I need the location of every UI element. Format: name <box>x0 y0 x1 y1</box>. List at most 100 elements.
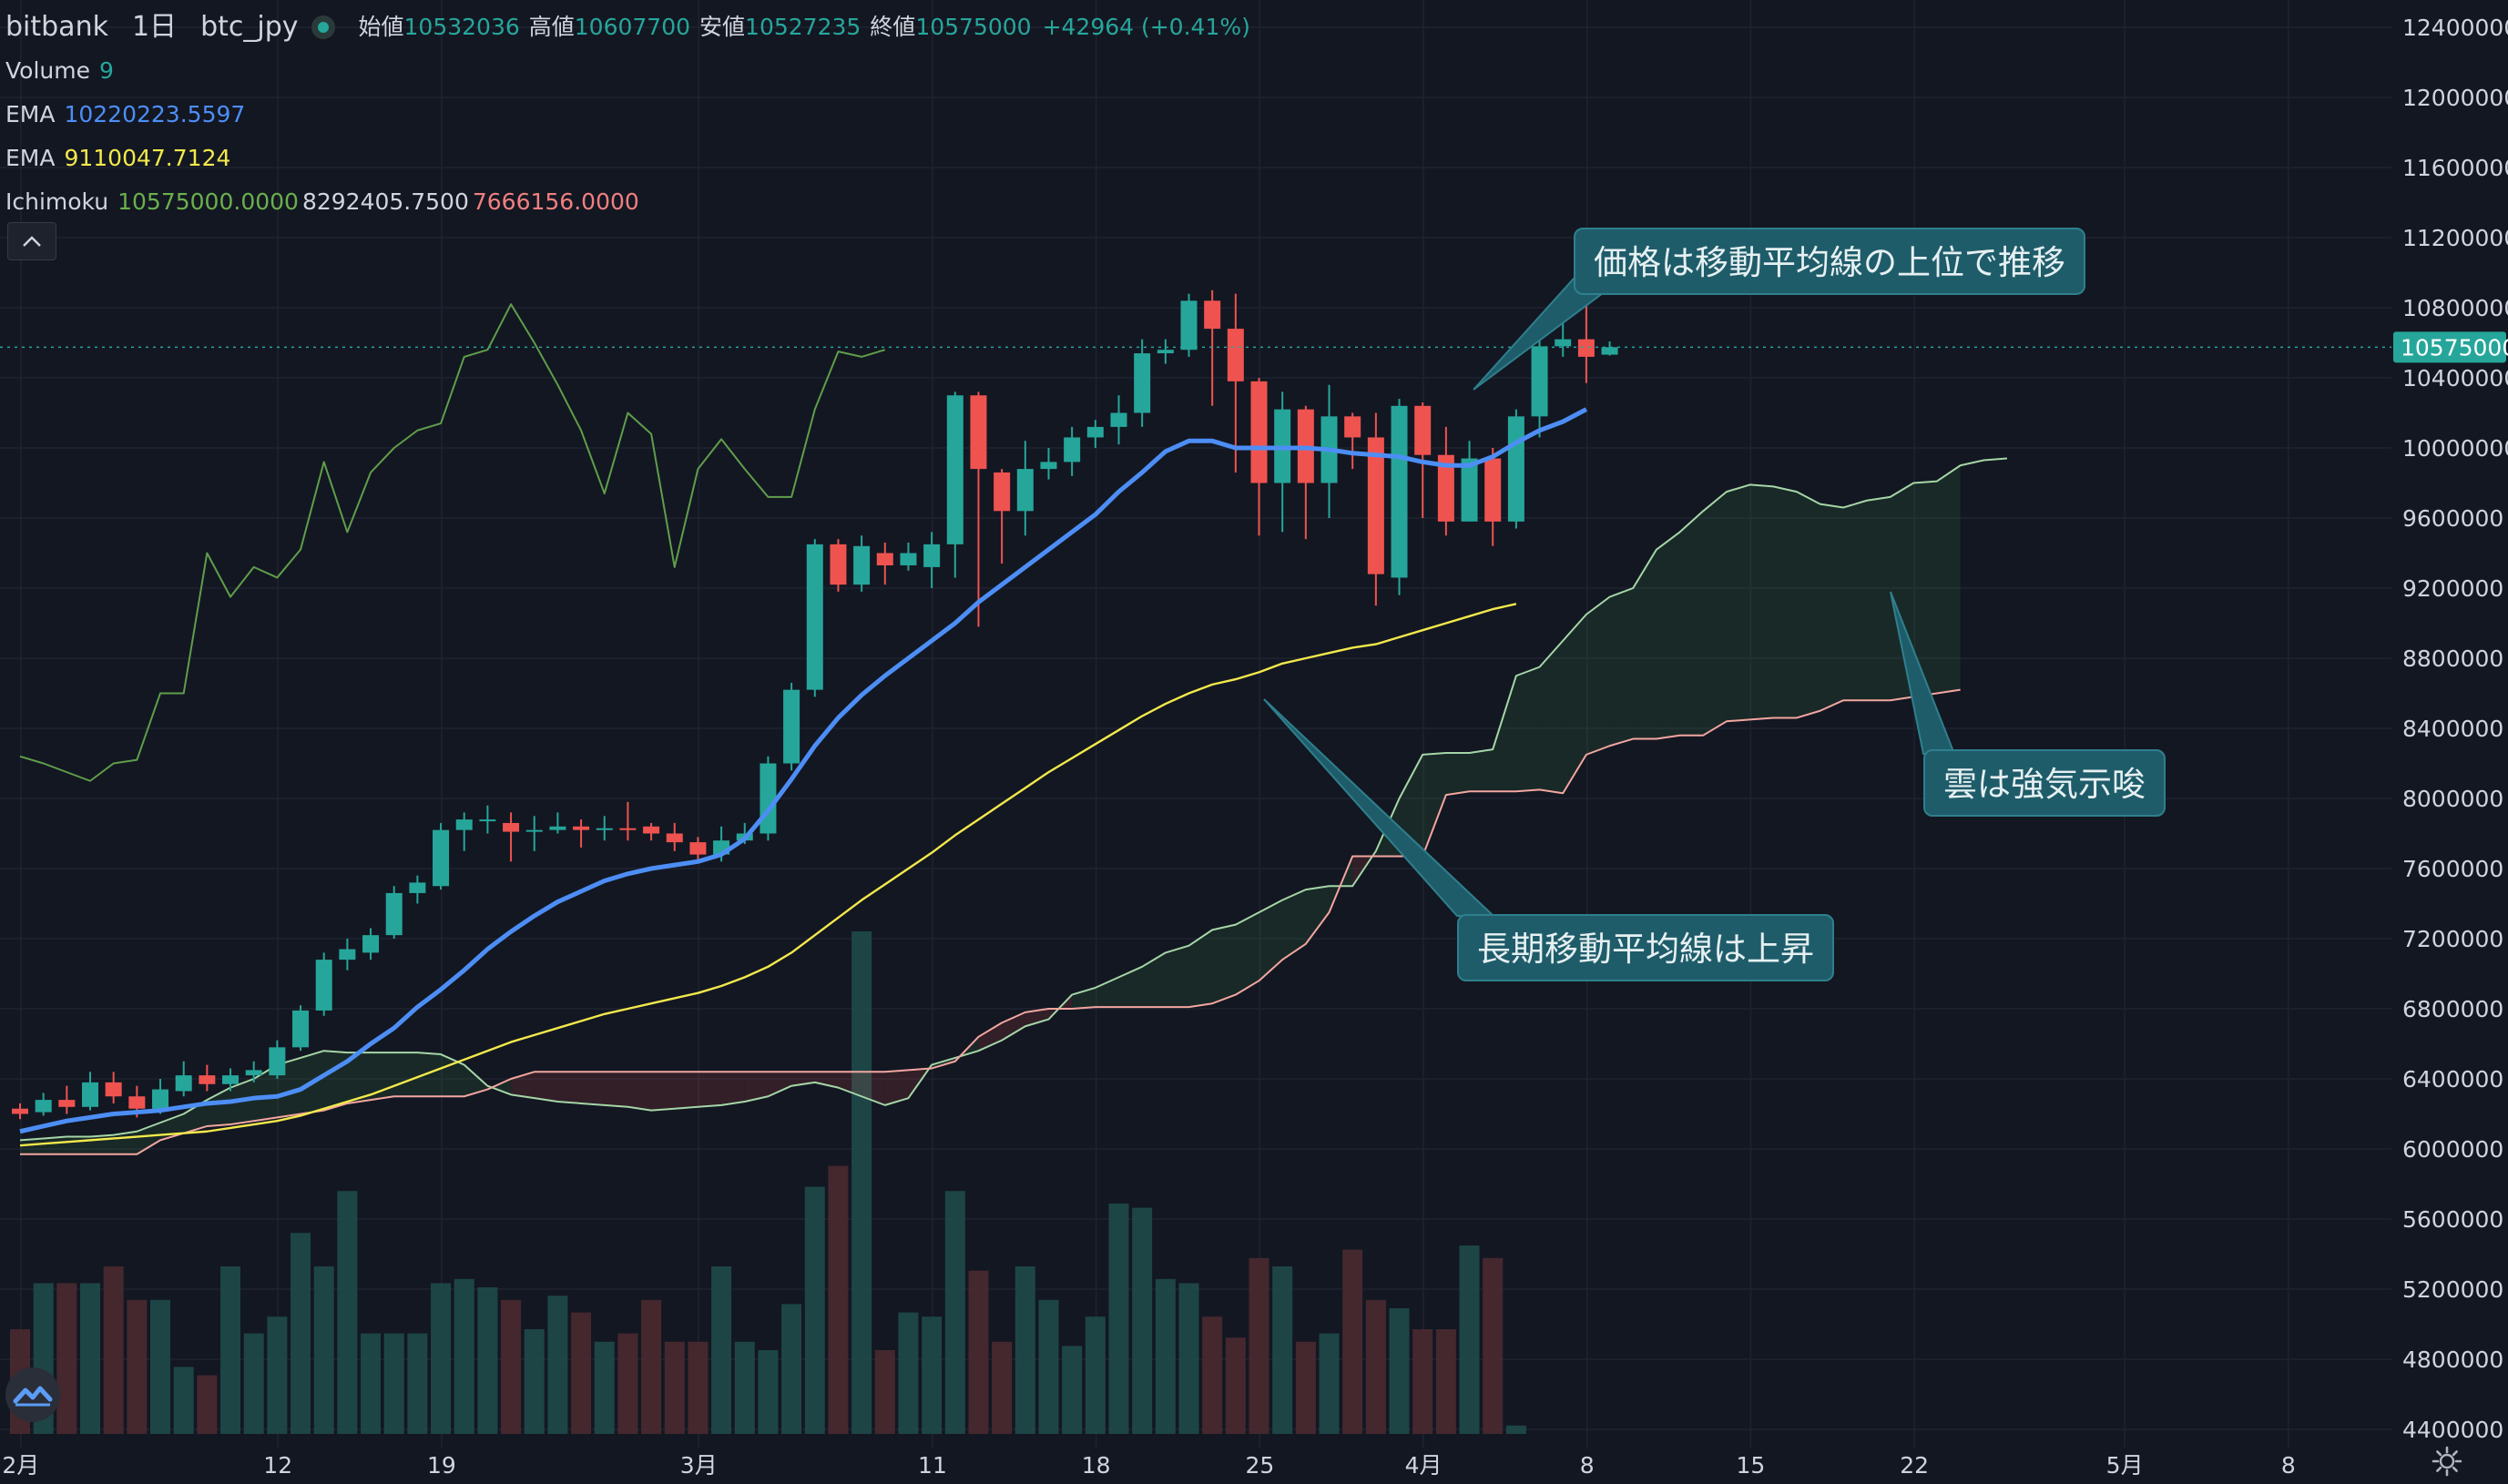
volume-bar <box>220 1266 241 1434</box>
candle <box>1110 395 1127 445</box>
candle-body <box>760 763 777 834</box>
indicator-row[interactable]: Volume 9 <box>5 49 1250 93</box>
volume-bar <box>688 1341 709 1434</box>
candle <box>760 756 777 841</box>
candle <box>806 539 823 697</box>
candle <box>643 822 660 841</box>
cloud-segment <box>1656 532 1680 739</box>
volume-bar <box>711 1266 732 1434</box>
volume-bar <box>758 1350 779 1434</box>
symbol-label[interactable]: btc_jpy <box>200 11 299 43</box>
time-tick-label: 8 <box>2281 1452 2296 1479</box>
price-tick-label: 6400000 <box>2402 1066 2503 1093</box>
price-tick-label: 10400000 <box>2402 365 2508 391</box>
candle <box>946 391 963 578</box>
last-price-label: 10575000 <box>2401 334 2508 361</box>
candle-body <box>1204 300 1221 330</box>
price-tick-label: 12000000 <box>2402 85 2508 111</box>
cloud-segment <box>1212 924 1236 1004</box>
volume-bar <box>127 1299 148 1434</box>
candle <box>1180 293 1198 357</box>
candle <box>1250 378 1268 536</box>
collapse-legend-button[interactable] <box>7 222 56 260</box>
volume-bar <box>1342 1249 1363 1434</box>
volume-bar <box>431 1283 452 1434</box>
candle <box>175 1061 192 1097</box>
candle <box>994 469 1011 564</box>
indicator-name: EMA <box>5 145 56 171</box>
candles <box>12 290 1618 1120</box>
tradingview-logo[interactable] <box>5 1367 60 1422</box>
volume-bar <box>1038 1299 1059 1434</box>
candle-body <box>433 829 450 887</box>
cloud-segment <box>651 1072 675 1111</box>
cloud-segment <box>511 1072 535 1099</box>
volume-bar <box>103 1266 124 1434</box>
candle-body <box>830 544 847 585</box>
indicator-row[interactable]: EMA 9110047.7124 <box>5 137 1250 180</box>
annotation-price-above-ma[interactable]: 価格は移動平均線の上位で推移 <box>1574 228 2085 295</box>
annotation-cloud-bullish[interactable]: 雲は強気示唆 <box>1923 749 2166 817</box>
price-tick-label: 11600000 <box>2402 155 2508 181</box>
volume-bar <box>944 1191 965 1434</box>
symbol-row: bitbank 1日 btc_jpy 始値10532036 高値10607700 安… <box>5 5 1250 49</box>
price-tick-label: 10000000 <box>2402 435 2508 462</box>
candle-body <box>525 829 543 832</box>
candle-body <box>12 1108 28 1114</box>
candle <box>152 1079 169 1114</box>
cloud-segment <box>1843 500 1867 701</box>
candle <box>105 1072 122 1103</box>
exchange-name[interactable]: bitbank <box>5 11 108 43</box>
cloud-segment <box>627 1072 652 1111</box>
volume-bar <box>1389 1308 1410 1434</box>
candle <box>1297 405 1314 540</box>
indicator-name: Ichimoku <box>5 188 109 215</box>
candle <box>269 1040 286 1079</box>
candle-body <box>1134 353 1151 413</box>
indicator-row[interactable]: Ichimoku 10575000.0000 8292405.7500 7666156… <box>5 180 1250 224</box>
price-change: +42964 (+0.41%) <box>1042 14 1250 40</box>
cloud-segment <box>253 1064 278 1122</box>
candle-body <box>923 544 941 567</box>
price-tick-label: 8400000 <box>2402 716 2503 742</box>
cloud-segment <box>1142 952 1166 1008</box>
candle-body <box>1555 339 1572 347</box>
ichimoku-span-a <box>19 457 2008 1142</box>
candle-body <box>82 1082 99 1107</box>
gear-icon[interactable] <box>2432 1446 2462 1477</box>
volume-bar <box>547 1296 568 1434</box>
volume-bar <box>291 1233 311 1434</box>
candle-body <box>409 882 426 893</box>
candle <box>1577 300 1595 383</box>
price-tick-label: 5600000 <box>2402 1206 2503 1233</box>
callout-pointer-ma <box>1263 698 1496 917</box>
cloud-segment <box>1445 752 1470 796</box>
volume-bar <box>337 1191 358 1434</box>
candle-body <box>1437 454 1454 522</box>
candle <box>433 822 450 890</box>
candle-body <box>152 1089 169 1109</box>
volume-bar <box>617 1333 638 1434</box>
cloud-segment <box>183 1100 208 1133</box>
cloud-segment <box>1703 492 1727 736</box>
volume-bar <box>641 1299 662 1434</box>
candle <box>830 539 847 592</box>
volume-bar <box>1412 1329 1433 1434</box>
volume-bar <box>1225 1337 1246 1434</box>
volume-bar <box>1365 1299 1386 1434</box>
ichimoku-lagging-line <box>19 303 886 782</box>
volume-bar <box>1155 1278 1176 1434</box>
cloud-segment <box>417 1052 442 1097</box>
candle <box>1367 412 1384 606</box>
candle <box>1391 399 1408 595</box>
interval-label[interactable]: 1日 <box>131 11 178 43</box>
candle <box>385 886 403 939</box>
cloud-segment <box>1796 492 1820 718</box>
cloud-segment <box>1188 930 1213 1008</box>
cloud-segment <box>66 1136 91 1154</box>
volume-bar <box>56 1283 77 1434</box>
indicator-row[interactable]: EMA 10220223.5597 <box>5 93 1250 137</box>
annotation-long-ma-rising[interactable]: 長期移動平均線は上昇 <box>1457 914 1834 981</box>
candle <box>1437 426 1454 536</box>
